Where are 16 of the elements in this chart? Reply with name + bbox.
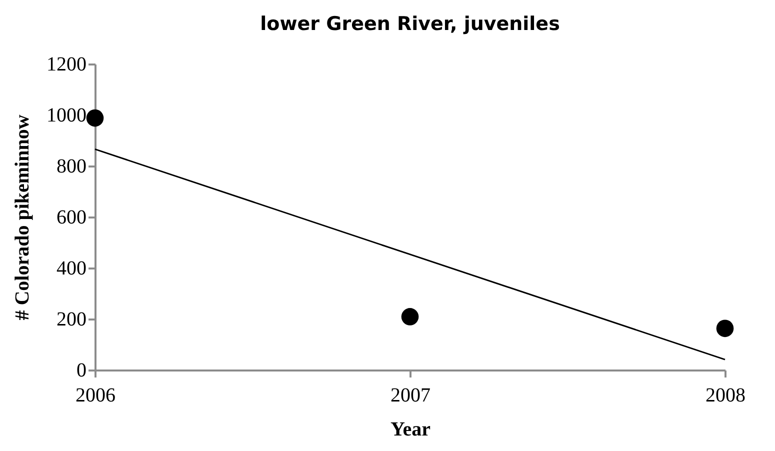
y-tick-label: 600 — [56, 206, 86, 228]
x-tick-label: 2006 — [76, 384, 116, 406]
chart-title: lower Green River, juveniles — [260, 13, 560, 35]
x-axis-title: Year — [390, 418, 431, 440]
y-tick-label: 400 — [56, 258, 86, 280]
y-tick-label: 0 — [76, 360, 86, 382]
y-tick-label: 800 — [56, 156, 86, 178]
x-tick-label: 2007 — [390, 384, 430, 406]
y-axis-title: # Colorado pikeminnow — [12, 114, 34, 320]
x-tick-label: 2008 — [706, 384, 746, 406]
y-tick-label: 1200 — [46, 54, 86, 76]
point — [401, 308, 419, 326]
point — [716, 320, 734, 338]
y-tick-label: 200 — [56, 308, 86, 330]
point — [86, 109, 104, 127]
y-tick-label: 1000 — [46, 104, 86, 126]
